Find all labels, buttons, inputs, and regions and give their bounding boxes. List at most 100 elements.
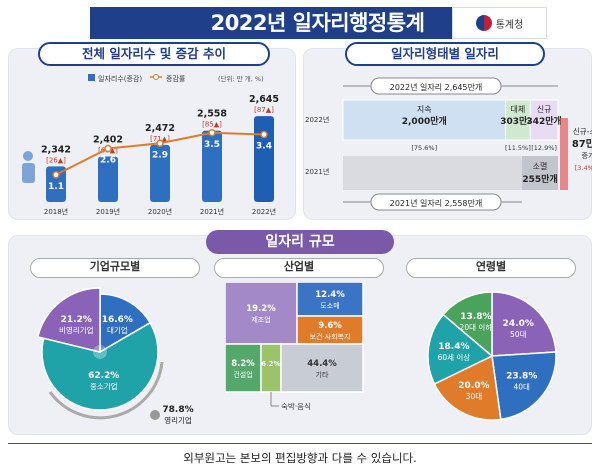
- total-2021-label: 2021년 일자리 2,558만개: [390, 198, 483, 208]
- person-icon: [23, 151, 33, 161]
- logo-text: 통계청: [495, 19, 524, 31]
- rate-label: 2.6: [100, 156, 116, 166]
- trend-chart: 일자리수(증감) 증감률 (단위: 만 개, %) 2,342[26▲] 2018년 2,…: [22, 74, 279, 216]
- rate-point: [208, 129, 216, 137]
- slice-name-label: 40대: [514, 382, 531, 391]
- legend-line-label: 증감률: [166, 75, 186, 83]
- cell-value-label: 12.4%: [315, 290, 345, 300]
- combined-name: 영리기업: [164, 415, 192, 425]
- rate-label: 2.9: [152, 150, 168, 160]
- pie-slice: [99, 293, 152, 354]
- divider: [8, 443, 592, 444]
- pie-center: [93, 345, 107, 359]
- slice-value-label: 16.6%: [102, 315, 133, 325]
- rate-point: [260, 130, 268, 139]
- slice-value-label: 18.4%: [438, 342, 469, 352]
- bar: [202, 130, 222, 202]
- segment-value: 255만개: [522, 173, 557, 185]
- type-panel-title: 일자리형태별 일자리: [345, 42, 545, 66]
- logo-mark-icon: [475, 15, 492, 31]
- x-tick-label: 2018년: [44, 207, 68, 216]
- segment-value: 303만개: [500, 115, 535, 127]
- slice-value-label: 21.2%: [61, 315, 92, 325]
- rate-point: [104, 144, 112, 153]
- pie-slice: [442, 291, 493, 358]
- unit-label: (단위: 만 개, %): [218, 74, 264, 83]
- age-pie: 24.0%50대 23.8%40대 20.0%30대 18.4%60세 이상 13.8%…: [427, 291, 557, 421]
- slice-value-label: 20.0%: [458, 381, 489, 391]
- treemap-cell: [225, 343, 262, 393]
- segment: [505, 99, 531, 141]
- bar-value-label: 2,645: [249, 94, 279, 105]
- type-chart: 2022년 일자리 2,645만개 2022년 지속2,000만개 [75.6%] 대체…: [305, 77, 592, 211]
- industry-title: 산업별: [214, 258, 384, 278]
- company-title: 기업규모별: [30, 258, 200, 278]
- segment-name: 지속: [417, 105, 432, 114]
- slice-name-label: 50대: [510, 330, 527, 339]
- cell-value-label: 6.2%: [261, 360, 280, 368]
- slice-name-label: 대기업: [107, 326, 128, 335]
- segment-disappear: [522, 156, 558, 190]
- pie-slice: [41, 321, 159, 411]
- rate-point: [156, 139, 164, 147]
- treemap-cell: [280, 343, 364, 393]
- bar-change-label: [87▲]: [254, 106, 274, 114]
- cell-value-label: 9.6%: [318, 321, 342, 331]
- rate-point: [52, 171, 60, 179]
- trend-panel-title: 전체 일자리수 및 증감 추이: [38, 42, 270, 66]
- slice-value-label: 13.8%: [460, 312, 491, 322]
- bar: [46, 166, 66, 202]
- segment-name: 신규: [537, 105, 552, 114]
- pie-slice: [427, 313, 494, 385]
- slice-name-label: 중소기업: [90, 382, 118, 391]
- logo: 통계청: [452, 7, 547, 39]
- pie-slice: [491, 291, 557, 357]
- slice-name-label: 비영리기업: [59, 325, 94, 335]
- net-value: 87만개: [572, 137, 592, 150]
- segment-name: 소멸: [533, 161, 548, 171]
- legend-bar-label: 일자리수(증감): [98, 74, 142, 83]
- rate-label: 3.4: [256, 142, 272, 152]
- treemap-cell: [260, 343, 282, 393]
- x-tick-label: 2021년: [200, 207, 224, 216]
- cell-name-label: 기타: [316, 370, 329, 379]
- person-body-icon: [22, 163, 35, 183]
- rate-label: 3.5: [204, 140, 220, 150]
- combined-value: 78.8%: [162, 405, 193, 415]
- net-label: 신규-소멸: [573, 126, 592, 136]
- cell-value-label: 44.4%: [307, 359, 337, 369]
- slice-value-label: 23.8%: [506, 371, 537, 381]
- net-increase-bar: [560, 118, 568, 190]
- bar-change-label: [71▲]: [150, 135, 170, 143]
- legend-bar-swatch: [88, 74, 95, 81]
- bar-change-label: [26▲]: [46, 156, 66, 164]
- cell-value-label: 19.2%: [246, 304, 276, 314]
- cell-name-label: 건설업: [233, 370, 252, 379]
- total-2022-box: [370, 77, 502, 95]
- pie-slice: [491, 351, 557, 421]
- net-pct: [3.4%▲]: [575, 164, 592, 172]
- rate-label: 1.1: [48, 182, 64, 192]
- legend-line-marker: [153, 74, 159, 80]
- slice-name-label: 60세 이상: [438, 352, 471, 362]
- cell-value-label: 8.2%: [231, 359, 255, 369]
- age-title: 연령별: [406, 258, 576, 278]
- total-2021-box: [370, 193, 502, 211]
- x-tick-label: 2022년: [252, 207, 276, 216]
- combined-arc: [48, 361, 164, 420]
- cell-name-label: 제조업: [251, 316, 270, 324]
- segment-pct: [11.5%]: [505, 144, 531, 152]
- segment-name: 대체: [511, 104, 526, 114]
- x-tick-label: 2020년: [148, 207, 172, 216]
- bar-value-label: 2,558: [197, 109, 227, 120]
- company-pie: 16.6%대기업 62.2%중소기업 21.2%비영리기업 78.8%영리기업: [36, 287, 194, 425]
- pie-slice: [36, 287, 101, 353]
- row-label-2022: 2022년: [305, 115, 329, 124]
- segment-value: 2,000만개: [402, 115, 447, 127]
- segment: [529, 99, 559, 141]
- footer-note: 외부원고는 본보의 편집방향과 다를 수 있습니다.: [183, 451, 417, 465]
- money-bag-icon: [150, 410, 160, 420]
- x-tick-label: 2019년: [96, 207, 120, 216]
- cell-name-label: 도소매: [320, 302, 339, 310]
- segment-value: 342만개: [526, 115, 561, 127]
